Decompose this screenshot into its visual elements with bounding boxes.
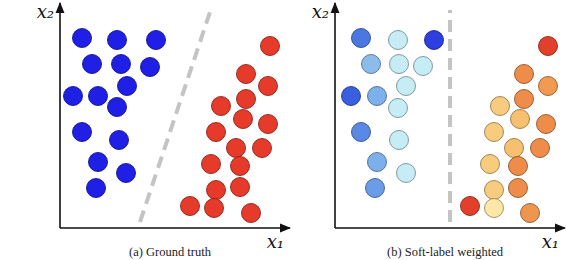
point: [261, 37, 280, 56]
point: [461, 197, 480, 216]
y-axis: [60, 3, 61, 228]
point: [117, 164, 136, 183]
point: [205, 199, 224, 218]
point: [414, 57, 433, 76]
point: [515, 90, 534, 109]
point: [87, 179, 106, 198]
point: [73, 123, 92, 142]
point: [342, 87, 361, 106]
point: [509, 179, 528, 198]
point: [368, 153, 387, 172]
point: [481, 155, 500, 174]
point: [352, 29, 371, 48]
point: [509, 157, 528, 176]
point: [397, 77, 416, 96]
y-axis: [335, 3, 336, 228]
panel: x₁ x₂ (a) Ground truth: [37, 1, 290, 259]
point: [539, 37, 558, 56]
point: [227, 139, 246, 158]
point: [207, 123, 226, 142]
point: [234, 110, 253, 129]
point: [147, 31, 166, 50]
point: [397, 164, 416, 183]
x-axis-line: [60, 227, 290, 229]
point: [352, 123, 371, 142]
caption: (a) Ground truth: [129, 245, 212, 259]
point: [539, 77, 558, 96]
point: [212, 97, 231, 116]
point: [112, 55, 131, 74]
figure: x₁ x₂ (a) Ground truth x₁ x₂ (b) Soft-label w…: [0, 0, 566, 260]
point: [521, 204, 540, 223]
point: [485, 181, 504, 200]
y-axis-line: [334, 3, 336, 228]
point: [537, 115, 556, 134]
plot-area: [342, 10, 558, 223]
y-axis-label: x₂: [37, 1, 54, 22]
x-axis-label: x₁: [542, 231, 559, 252]
point: [141, 58, 160, 77]
point: [259, 77, 278, 96]
point: [491, 97, 510, 116]
point: [83, 55, 102, 74]
y-axis-label: x₂: [312, 1, 329, 22]
point: [64, 87, 83, 106]
point: [485, 199, 504, 218]
point: [485, 123, 504, 142]
y-axis-line: [59, 3, 61, 228]
point: [362, 55, 381, 74]
point: [242, 204, 261, 223]
point: [531, 139, 550, 158]
x-axis-line: [335, 227, 565, 229]
point: [389, 99, 408, 118]
x-axis-label: x₁: [267, 231, 284, 252]
point: [181, 197, 200, 216]
point: [89, 87, 108, 106]
point: [368, 87, 387, 106]
point: [231, 157, 250, 176]
plot-area: [64, 12, 280, 223]
point: [237, 90, 256, 109]
point: [207, 181, 226, 200]
point: [73, 29, 92, 48]
point: [253, 139, 272, 158]
point: [202, 155, 221, 174]
point: [366, 179, 385, 198]
point: [237, 65, 256, 84]
point: [511, 110, 530, 129]
point: [259, 115, 278, 134]
point: [389, 31, 408, 50]
point: [425, 31, 444, 50]
point: [108, 31, 127, 50]
point: [390, 55, 409, 74]
point: [110, 131, 129, 150]
x-axis: [60, 228, 290, 229]
point: [390, 131, 409, 150]
x-axis: [335, 228, 565, 229]
boundary-line: [140, 12, 210, 222]
caption: (b) Soft-label weighted: [387, 245, 504, 259]
point: [89, 153, 108, 172]
point: [231, 178, 250, 197]
point: [118, 77, 137, 96]
panel: x₁ x₂ (b) Soft-label weighted: [312, 1, 565, 259]
point: [515, 65, 534, 84]
point: [108, 98, 127, 117]
boundary-line: [448, 10, 452, 222]
point: [505, 139, 524, 158]
